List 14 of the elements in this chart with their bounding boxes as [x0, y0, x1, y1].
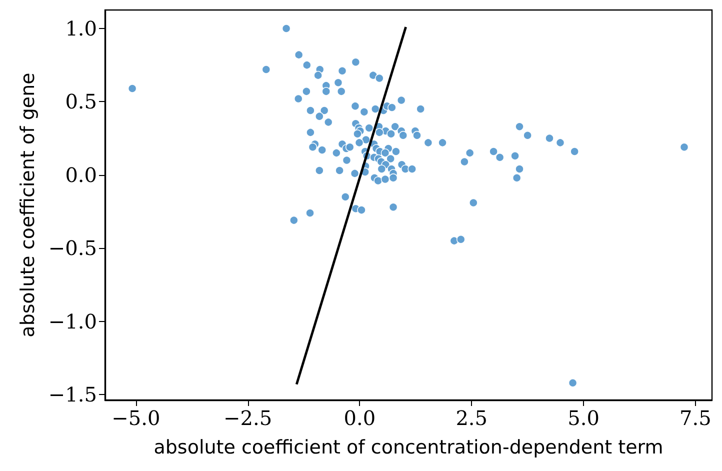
y-tick-label: 0.0 — [65, 162, 97, 187]
y-tick-label: −1.0 — [48, 309, 97, 334]
y-tick-label: 0.5 — [65, 90, 97, 114]
y-axis-title: absolute coefficient of gene — [17, 72, 40, 338]
x-axis-title: absolute coefficient of concentration-dependent term — [154, 436, 664, 458]
x-tick-label: −2.5 — [224, 406, 272, 430]
x-tick-label: 2.5 — [456, 406, 488, 430]
y-tick-label: −0.5 — [48, 236, 97, 260]
x-tick-label: 7.5 — [680, 406, 712, 430]
x-tick-label: −5.0 — [112, 406, 160, 430]
y-tick-label: −1.5 — [48, 382, 97, 407]
x-tick-label: 5.0 — [568, 406, 600, 430]
y-tick-label: 1.0 — [65, 16, 97, 40]
x-tick-label: 0.0 — [344, 406, 376, 430]
